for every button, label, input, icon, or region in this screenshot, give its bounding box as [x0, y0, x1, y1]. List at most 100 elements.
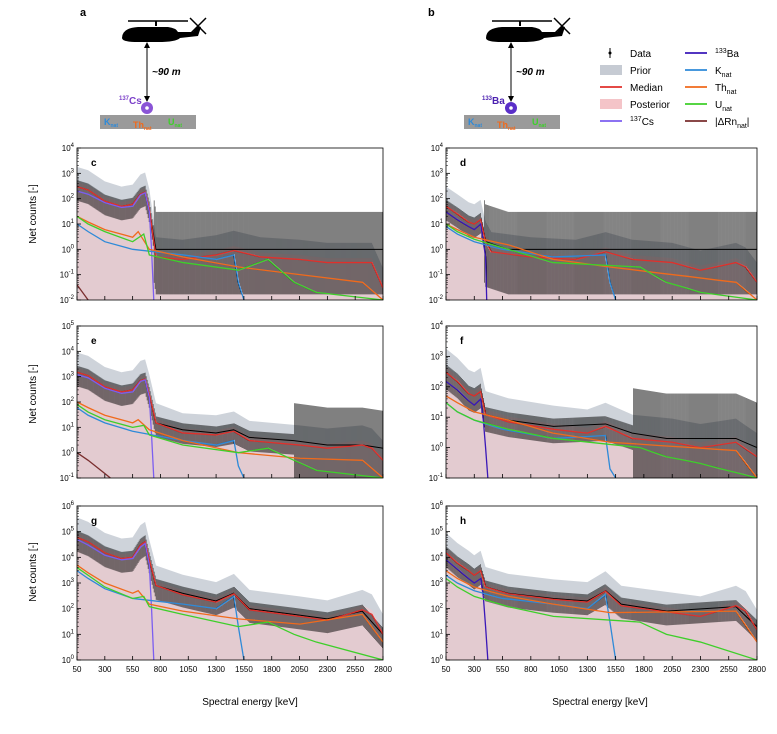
y-tick-label: 104	[62, 346, 75, 356]
y-tick-label: 10-1	[60, 270, 75, 280]
y-tick-label: 102	[431, 382, 444, 392]
series-k-nat	[77, 570, 245, 660]
x-tick-label: 1800	[263, 665, 281, 674]
legend-item: |ΔRnnat|	[685, 117, 749, 130]
axes-frame	[445, 325, 758, 479]
x-tick-label: 50	[73, 665, 82, 674]
series-ba-133	[446, 380, 489, 478]
x-tick-label: 1050	[550, 665, 568, 674]
y-tick-label: 105	[62, 321, 75, 331]
altitude-label: ~90 m	[516, 67, 545, 78]
x-tick-label: 800	[524, 665, 538, 674]
chart-panel-g: g 100 101 102 103 104 105 106 50 300 550 800 1050 130…	[62, 501, 393, 674]
y-tick-label: 102	[62, 397, 75, 407]
y-tick-label: 102	[431, 194, 444, 204]
y-tick-label: 104	[431, 321, 444, 331]
y-tick-label: 101	[62, 629, 75, 639]
x-tick-label: 1300	[207, 665, 225, 674]
schematic-b: b ~90 m 133Ba Knat Thnat Unat	[428, 7, 571, 132]
x-tick-label: 2550	[720, 665, 738, 674]
legend-label: Median	[630, 83, 663, 94]
legend-label: 137Cs	[630, 116, 654, 128]
x-tick-label: 2050	[663, 665, 681, 674]
legend: Data Prior Median Posterior 137Cs 133Ba Knat Th…	[600, 48, 749, 130]
y-tick-label: 106	[431, 501, 444, 511]
y-tick-label: 105	[431, 527, 444, 537]
x-axis-label: Spectral energy [keV]	[552, 697, 648, 708]
y-tick-label: 10-1	[429, 473, 444, 483]
data-errorbars	[77, 530, 383, 648]
x-tick-label: 800	[154, 665, 168, 674]
chart-panel-f: f 10-1 100 101 102 103 104	[429, 321, 758, 483]
legend-label: Thnat	[715, 83, 736, 96]
panel-label-c: c	[91, 158, 97, 169]
y-tick-label: 101	[431, 412, 444, 422]
ground-th: Thnat	[133, 120, 152, 132]
panel-label-e: e	[91, 336, 97, 347]
legend-item: Prior	[600, 65, 652, 77]
chart-panel-c: c 10-2 10-1 100 101 102 103 104	[60, 143, 384, 305]
source-label-left: 137Cs	[119, 96, 142, 107]
x-tick-label: 1800	[635, 665, 653, 674]
legend-item: Unat	[685, 100, 732, 113]
y-tick-label: 100	[431, 655, 444, 665]
x-tick-label: 1550	[607, 665, 625, 674]
series-u-nat	[77, 567, 383, 660]
legend-item: Thnat	[685, 83, 736, 96]
x-tick-label: 1550	[235, 665, 253, 674]
radiation-icon	[505, 102, 517, 114]
panel-label-g: g	[91, 516, 97, 527]
series-cs-137	[77, 190, 155, 300]
plot-area	[446, 532, 757, 660]
series-k-nat	[77, 223, 245, 300]
y-tick-label: 104	[62, 143, 75, 153]
legend-item: Median	[600, 83, 663, 94]
y-tick-label: 103	[431, 168, 444, 178]
y-tick-label: 104	[431, 143, 444, 153]
y-tick-label: 10-2	[60, 295, 75, 305]
y-tick-label: 102	[62, 604, 75, 614]
x-tick-label: 550	[496, 665, 510, 674]
panel-label-d: d	[460, 158, 466, 169]
series-median	[77, 371, 383, 461]
y-tick-label: 10-1	[429, 270, 444, 280]
ground-u: Unat	[532, 117, 546, 129]
ground-k: Knat	[468, 117, 482, 129]
series-median	[446, 205, 757, 283]
chart-panel-d: d 10-2 10-1 100 101 102 103 104	[429, 143, 758, 305]
x-tick-label: 550	[126, 665, 140, 674]
plot-area	[446, 348, 757, 478]
x-tick-label: 300	[468, 665, 482, 674]
y-tick-label: 103	[62, 372, 75, 382]
y-tick-label: 101	[62, 219, 75, 229]
y-tick-label: 104	[62, 552, 75, 562]
legend-label: Knat	[715, 66, 731, 79]
y-tick-label: 101	[431, 629, 444, 639]
y-tick-label: 103	[62, 168, 75, 178]
series-drn-nat	[77, 452, 111, 478]
series-th-nat	[446, 223, 757, 300]
x-tick-label: 300	[98, 665, 112, 674]
ground-u: Unat	[168, 117, 182, 129]
radiation-icon	[141, 102, 153, 114]
ground-strip	[464, 115, 560, 129]
y-tick-label: 101	[62, 422, 75, 432]
plot-area	[77, 517, 383, 660]
panels: c 10-2 10-1 100 101 102 103 104 d 10-2 10-1 100 101 1…	[60, 143, 767, 674]
y-tick-label: 100	[431, 244, 444, 254]
plot-area	[446, 186, 757, 300]
series-u-nat	[77, 215, 383, 300]
panel-label-b: b	[428, 7, 435, 19]
x-axis-label: Spectral energy [keV]	[202, 697, 298, 708]
y-tick-label: 105	[62, 527, 75, 537]
series-median	[77, 185, 383, 289]
legend-item: Posterior	[600, 99, 671, 111]
y-axis-label: Net counts [-]	[28, 542, 39, 602]
series-u-nat	[446, 223, 757, 300]
helicopter-icon	[486, 17, 571, 42]
y-tick-label: 101	[431, 219, 444, 229]
chart-panel-h: h 100 101 102 103 104 105 106 50 300 550 800 1050 130…	[431, 501, 767, 674]
legend-label: Unat	[715, 100, 732, 113]
y-tick-label: 103	[62, 578, 75, 588]
